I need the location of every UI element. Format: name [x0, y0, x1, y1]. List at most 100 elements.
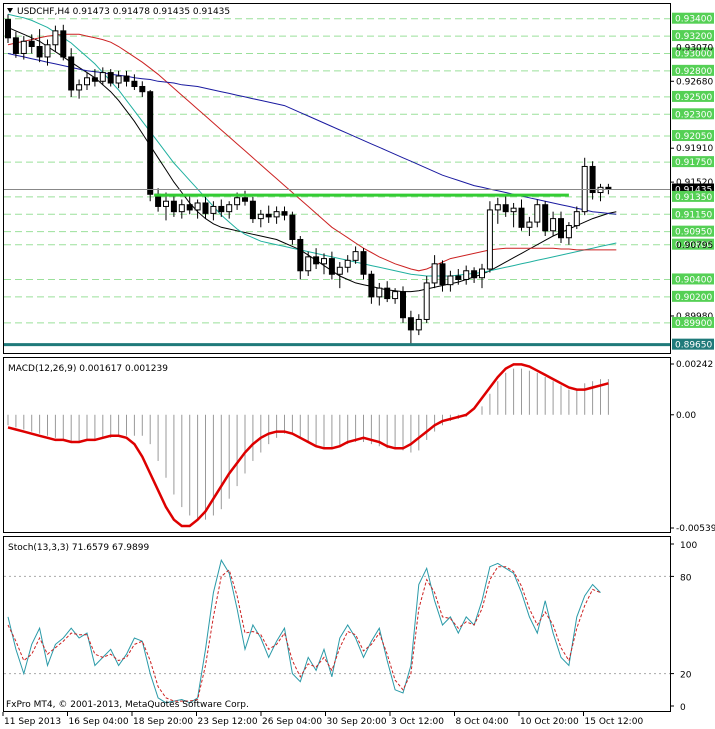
candle-body — [542, 204, 549, 232]
level-price-label: 0.91150 — [675, 210, 712, 220]
price-tick-label: 0.91910 — [676, 144, 713, 154]
candle — [439, 260, 446, 292]
candle-body — [431, 263, 438, 284]
candle-body — [289, 214, 296, 240]
candle-body — [352, 251, 359, 261]
candle — [242, 190, 248, 206]
candle-body — [360, 251, 367, 275]
candle-body — [573, 211, 580, 227]
candle — [479, 263, 485, 289]
price-tick-label: 0.92680 — [676, 77, 713, 87]
candle — [518, 199, 525, 231]
level-price-box — [672, 156, 714, 168]
candle-body — [163, 200, 169, 207]
macd-tick-label: 0.00 — [676, 411, 696, 421]
candle — [542, 201, 549, 236]
candle-body — [297, 238, 304, 272]
macd-title: MACD(12,26,9) 0.001617 0.001239 — [8, 364, 168, 374]
symbol-header: USDCHF,H4 0.91473 0.91478 0.91435 0.9143… — [17, 7, 230, 17]
candle — [573, 206, 580, 230]
macd-signal-polyline — [7, 363, 609, 528]
candle — [510, 202, 517, 228]
candle-body — [123, 75, 130, 82]
candle — [202, 196, 209, 219]
candle-body — [502, 204, 509, 213]
support-price-label: 0.89650 — [675, 341, 712, 351]
candle-body — [518, 207, 525, 228]
candle-body — [84, 77, 90, 86]
candle-body — [281, 211, 288, 216]
candle — [265, 205, 272, 223]
stoch-tick-label: 0 — [680, 703, 686, 713]
candle-body — [242, 197, 248, 202]
candle — [305, 251, 312, 276]
candle-body — [400, 291, 406, 319]
price-tick-label: 0.91520 — [676, 178, 713, 188]
level-price-box — [672, 238, 714, 250]
level-price-label: 0.89900 — [675, 319, 712, 329]
horizontal-lines — [4, 188, 670, 347]
candle — [147, 89, 154, 202]
candle-body — [139, 85, 146, 93]
level-price-label: 0.93400 — [675, 15, 712, 25]
candle — [502, 196, 509, 217]
candle-body — [305, 256, 312, 272]
candle — [494, 197, 501, 224]
candle — [178, 199, 185, 219]
candle — [550, 211, 557, 236]
candle-body — [510, 207, 517, 213]
level-price-label: 0.92500 — [675, 93, 712, 103]
candle — [36, 29, 43, 63]
moving-average-2 — [7, 33, 617, 272]
candle — [68, 48, 75, 97]
level-price-label: 0.91350 — [675, 193, 712, 203]
stoch-title: Stoch(13,3,3) 71.6579 67.9899 — [8, 543, 149, 553]
level-price-label: 0.90400 — [675, 275, 712, 285]
candle — [534, 199, 541, 228]
candle — [218, 199, 225, 217]
stoch-levels — [4, 575, 670, 675]
time-tick-label: 10 Oct 20:00 — [520, 717, 579, 727]
stoch-axis: 100 80 20 0 — [670, 541, 697, 713]
dropdown-triangle-icon[interactable] — [7, 8, 13, 13]
candle-body — [20, 40, 27, 54]
level-price-label: 0.92050 — [675, 132, 712, 142]
candle-body — [234, 197, 241, 206]
candle-body — [249, 200, 256, 220]
time-tick-label: 3 Oct 12:00 — [391, 717, 444, 727]
candle-body — [321, 258, 327, 265]
candle — [170, 194, 177, 217]
candle-body — [423, 282, 430, 320]
candle-body — [565, 225, 572, 239]
candle — [281, 206, 288, 221]
level-price-label: 0.90800 — [675, 241, 712, 251]
candle-body — [186, 204, 193, 211]
stoch-main-line — [7, 558, 601, 704]
candle-body — [415, 318, 422, 331]
candle — [321, 253, 327, 275]
time-tick-label: 11 Sep 2013 — [4, 717, 61, 727]
candle-body — [384, 287, 391, 300]
candle — [210, 201, 217, 221]
candle-body — [194, 202, 201, 211]
candle-body — [115, 75, 122, 84]
level-price-label: 0.90950 — [675, 228, 712, 238]
candle-body — [486, 209, 493, 270]
candle-body — [471, 270, 478, 279]
candle-body — [36, 46, 43, 58]
candle-body — [368, 273, 375, 298]
candle-body — [178, 204, 185, 213]
candle-body — [439, 263, 446, 286]
candle — [407, 310, 414, 344]
level-price-box — [672, 90, 714, 102]
candle — [368, 270, 375, 304]
candle-body — [336, 266, 343, 275]
candle — [273, 206, 280, 224]
candle-body — [494, 204, 501, 211]
candle-body — [589, 165, 596, 194]
candle — [20, 36, 27, 60]
moving-average-0 — [7, 26, 617, 293]
candle — [226, 201, 233, 219]
candle — [581, 157, 588, 216]
candle — [336, 262, 343, 289]
